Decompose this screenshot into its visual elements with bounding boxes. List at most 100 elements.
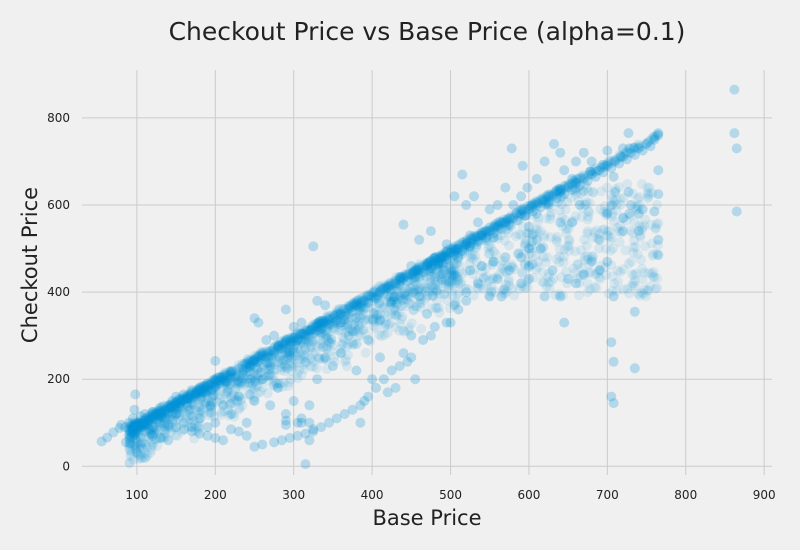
data-point <box>269 341 280 352</box>
data-point <box>418 267 429 278</box>
data-point <box>210 417 221 428</box>
data-point <box>491 272 502 283</box>
data-point <box>523 274 534 284</box>
data-point <box>324 318 335 329</box>
data-point <box>176 415 187 426</box>
data-point <box>320 317 331 328</box>
data-point <box>444 280 455 291</box>
data-point <box>180 408 191 419</box>
data-point <box>213 371 223 382</box>
data-point <box>616 152 627 162</box>
data-point <box>170 398 181 409</box>
data-point <box>148 409 159 420</box>
data-point <box>220 389 231 400</box>
data-point <box>124 443 135 454</box>
data-point <box>250 356 261 367</box>
data-point <box>149 407 160 418</box>
data-point <box>175 398 185 409</box>
data-point <box>623 186 634 197</box>
data-point <box>292 417 303 428</box>
data-point <box>133 420 144 431</box>
data-point <box>357 293 368 304</box>
data-point <box>243 366 254 377</box>
data-point <box>353 320 364 331</box>
data-point <box>358 295 369 306</box>
data-point <box>600 160 611 171</box>
data-point <box>653 128 664 139</box>
data-point <box>450 296 461 307</box>
data-point <box>247 379 258 390</box>
data-point <box>344 303 354 313</box>
data-point <box>397 272 408 282</box>
data-point <box>288 321 299 332</box>
data-point <box>652 129 663 140</box>
data-point <box>578 173 589 184</box>
data-point <box>185 388 196 399</box>
data-point <box>252 365 263 376</box>
data-point <box>278 377 289 388</box>
data-point <box>514 207 524 217</box>
data-point <box>233 379 244 390</box>
data-point <box>207 400 218 411</box>
data-point <box>274 351 285 362</box>
data-point <box>174 393 185 404</box>
data-point <box>147 407 158 417</box>
data-point <box>447 275 457 285</box>
data-point <box>269 437 280 448</box>
data-point <box>650 222 661 233</box>
data-point <box>436 275 447 286</box>
data-point <box>612 154 623 165</box>
data-point <box>386 280 397 290</box>
data-point <box>263 352 274 363</box>
data-point <box>435 250 446 261</box>
data-point <box>607 285 618 296</box>
data-point <box>215 372 226 383</box>
data-point <box>395 273 406 284</box>
data-point <box>551 188 562 199</box>
data-point <box>147 415 158 426</box>
data-point <box>363 298 374 308</box>
data-point <box>517 210 528 221</box>
data-point <box>584 207 595 218</box>
data-point <box>247 359 258 370</box>
data-point <box>330 325 341 336</box>
data-point <box>429 253 439 264</box>
data-point <box>558 251 569 262</box>
data-point <box>142 420 153 431</box>
data-point <box>495 218 506 229</box>
data-point <box>449 259 460 270</box>
data-point <box>256 348 267 359</box>
data-point <box>161 424 172 435</box>
data-point <box>615 199 626 210</box>
data-point <box>226 398 237 409</box>
data-point <box>428 253 439 264</box>
data-point <box>206 391 217 402</box>
data-point <box>391 310 402 321</box>
data-point <box>233 376 244 387</box>
data-point <box>315 338 326 349</box>
data-point <box>268 345 279 355</box>
data-point <box>386 296 397 307</box>
data-point <box>514 209 525 220</box>
data-point <box>430 258 441 269</box>
data-point <box>252 352 263 363</box>
data-point <box>198 387 209 398</box>
data-point <box>554 183 565 194</box>
data-point <box>447 247 458 258</box>
data-point <box>156 407 167 418</box>
data-point <box>145 428 156 439</box>
data-point <box>277 339 288 350</box>
data-point <box>295 354 305 365</box>
data-point <box>149 407 160 418</box>
data-point <box>384 277 395 288</box>
data-point <box>437 268 448 279</box>
data-point <box>615 267 626 277</box>
data-point <box>441 246 452 257</box>
data-point <box>152 415 163 426</box>
data-point <box>547 189 558 200</box>
data-point <box>202 378 213 389</box>
data-point <box>231 375 242 386</box>
data-point <box>205 379 216 390</box>
data-point <box>570 246 581 257</box>
data-point <box>428 252 439 263</box>
